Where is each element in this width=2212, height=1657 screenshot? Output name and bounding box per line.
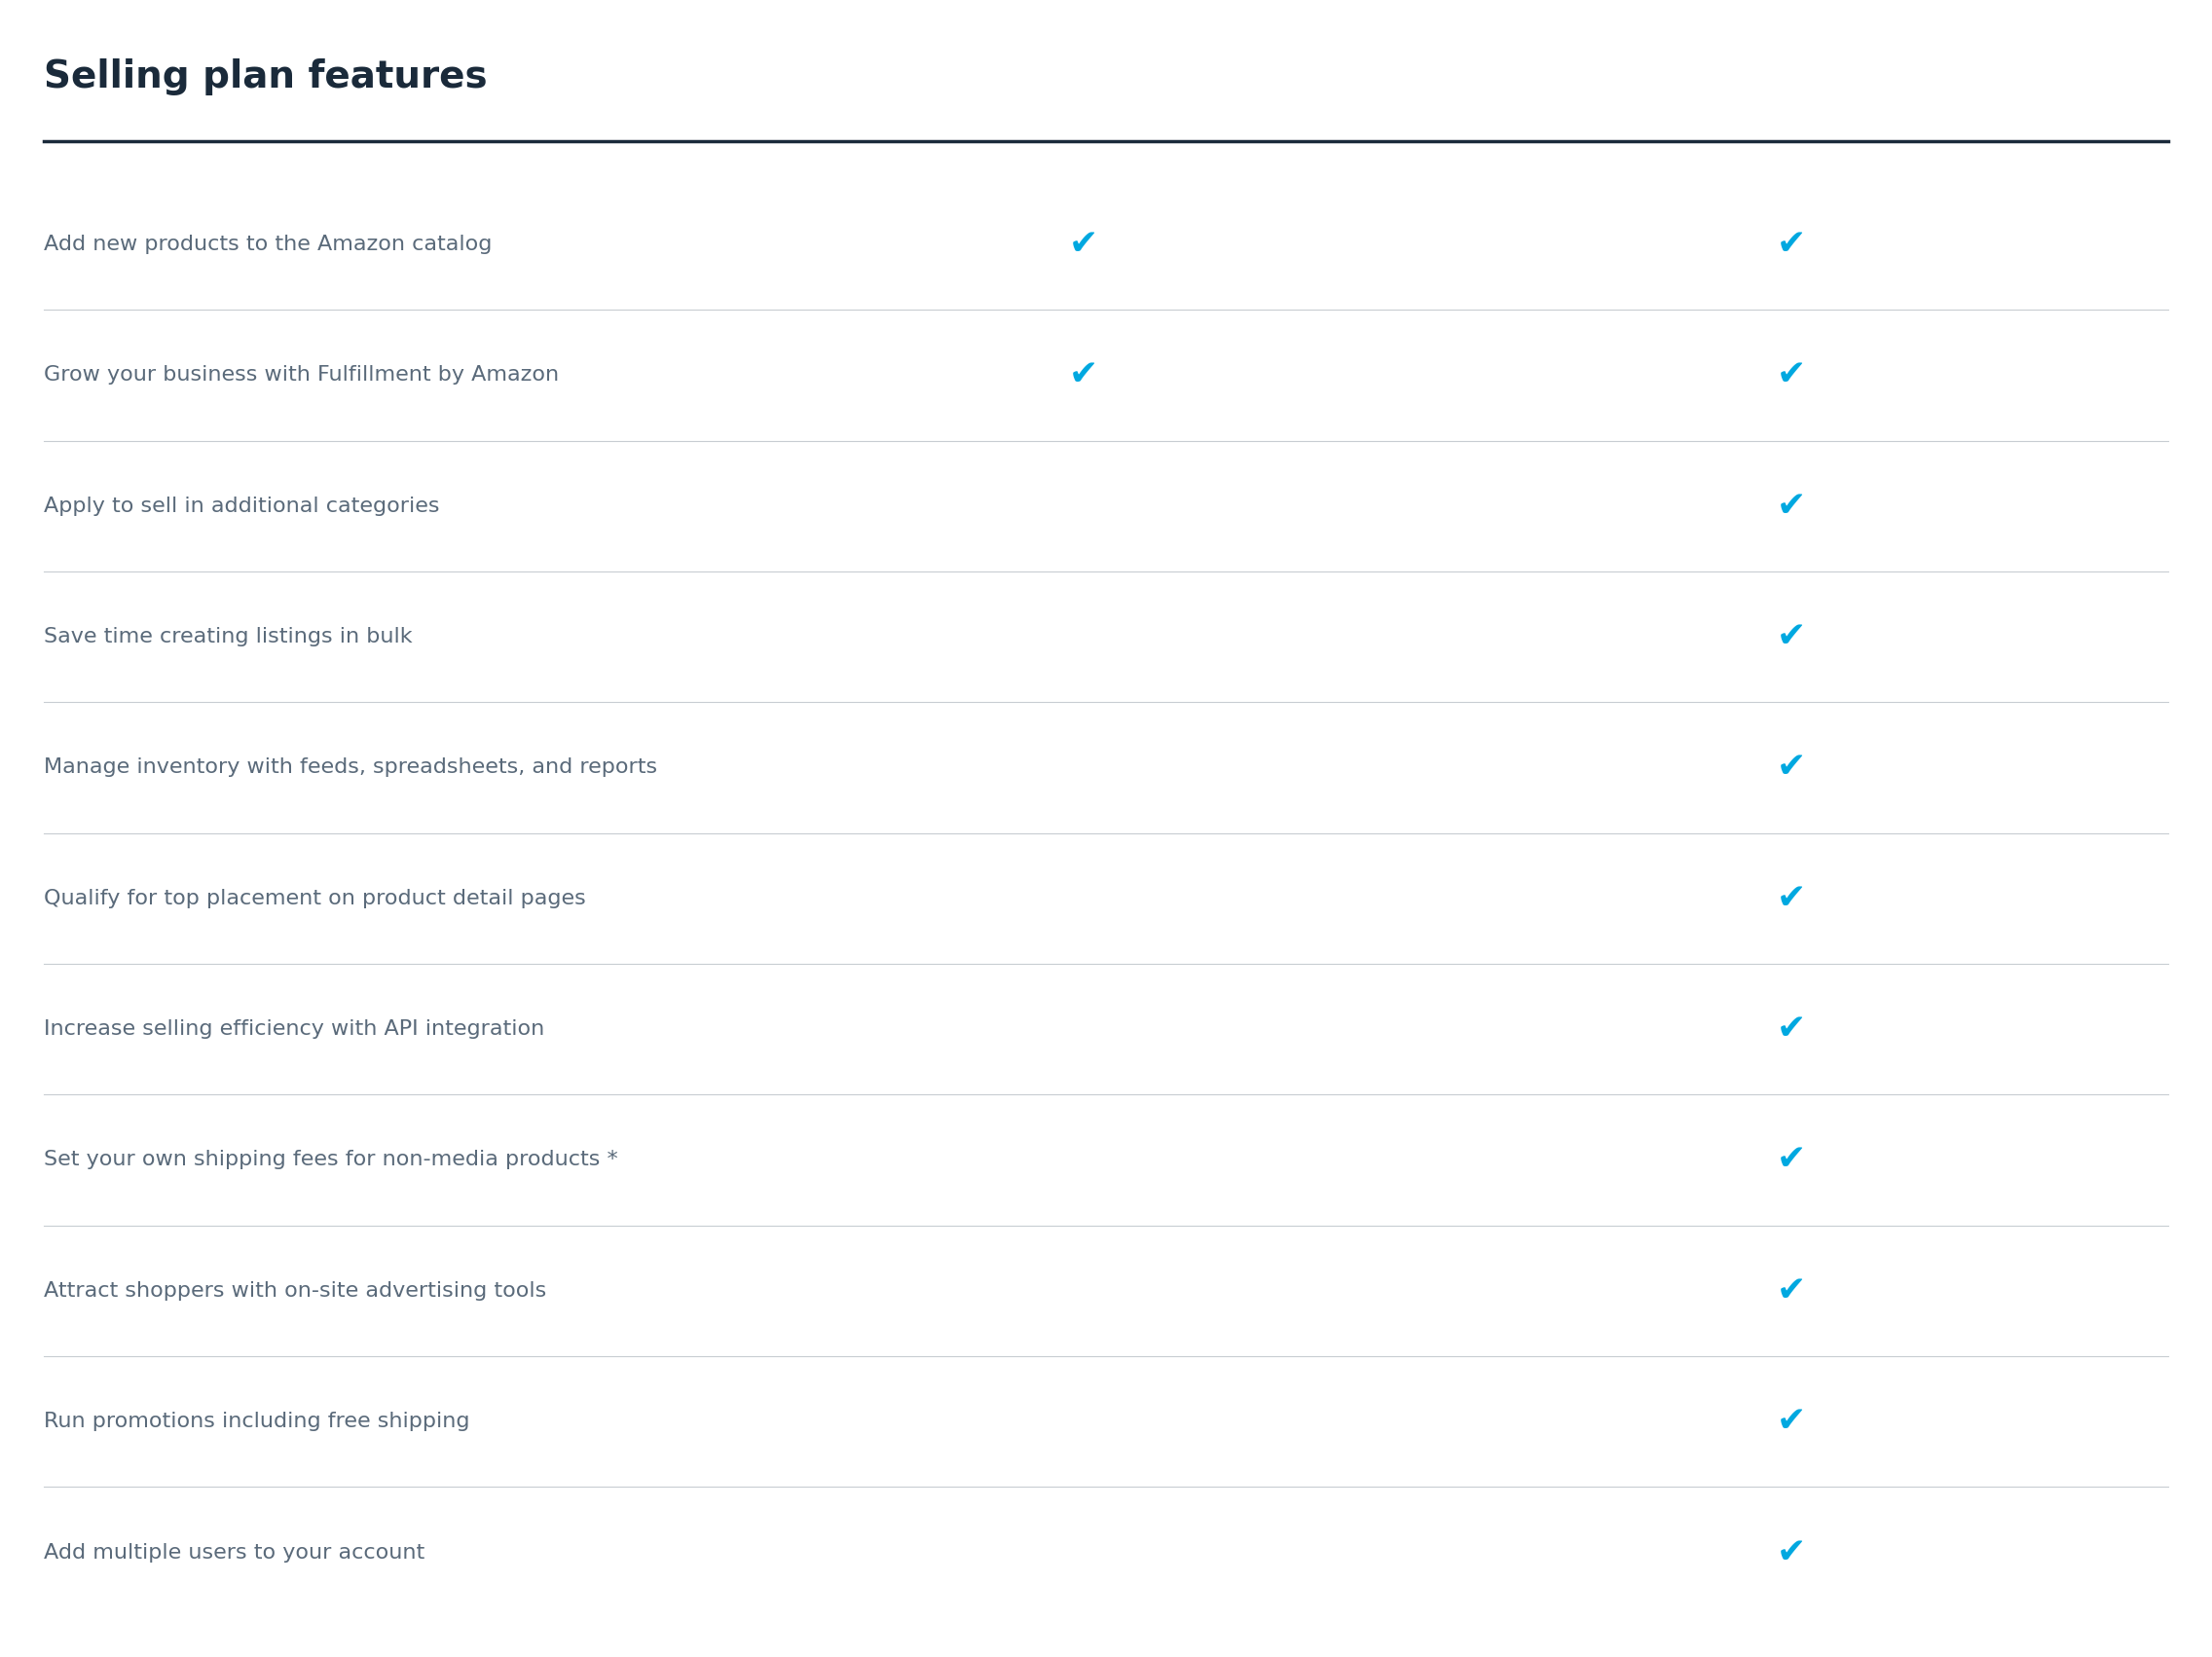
Text: Set your own shipping fees for non-media products *: Set your own shipping fees for non-media… [44,1150,619,1170]
Text: ✔: ✔ [1776,358,1807,391]
Text: Add multiple users to your account: Add multiple users to your account [44,1543,425,1563]
Text: ✔: ✔ [1776,620,1807,653]
Text: ✔: ✔ [1776,489,1807,522]
Text: ✔: ✔ [1068,227,1099,260]
Text: ✔: ✔ [1776,1536,1807,1569]
Text: Grow your business with Fulfillment by Amazon: Grow your business with Fulfillment by A… [44,366,560,384]
Text: ✔: ✔ [1068,358,1099,391]
Text: ✔: ✔ [1776,227,1807,260]
Text: ✔: ✔ [1776,1143,1807,1176]
Text: Qualify for top placement on product detail pages: Qualify for top placement on product det… [44,888,586,908]
Text: Run promotions including free shipping: Run promotions including free shipping [44,1412,471,1432]
Text: Manage inventory with feeds, spreadsheets, and reports: Manage inventory with feeds, spreadsheet… [44,757,657,777]
Text: ✔: ✔ [1776,1405,1807,1438]
Text: Increase selling efficiency with API integration: Increase selling efficiency with API int… [44,1019,544,1039]
Text: ✔: ✔ [1776,1274,1807,1307]
Text: Attract shoppers with on-site advertising tools: Attract shoppers with on-site advertisin… [44,1281,546,1301]
Text: Save time creating listings in bulk: Save time creating listings in bulk [44,626,414,646]
Text: Apply to sell in additional categories: Apply to sell in additional categories [44,495,440,515]
Text: Add new products to the Amazon catalog: Add new products to the Amazon catalog [44,235,493,254]
Text: ✔: ✔ [1776,882,1807,915]
Text: Selling plan features: Selling plan features [44,58,489,94]
Text: ✔: ✔ [1776,1012,1807,1046]
Text: ✔: ✔ [1776,751,1807,784]
